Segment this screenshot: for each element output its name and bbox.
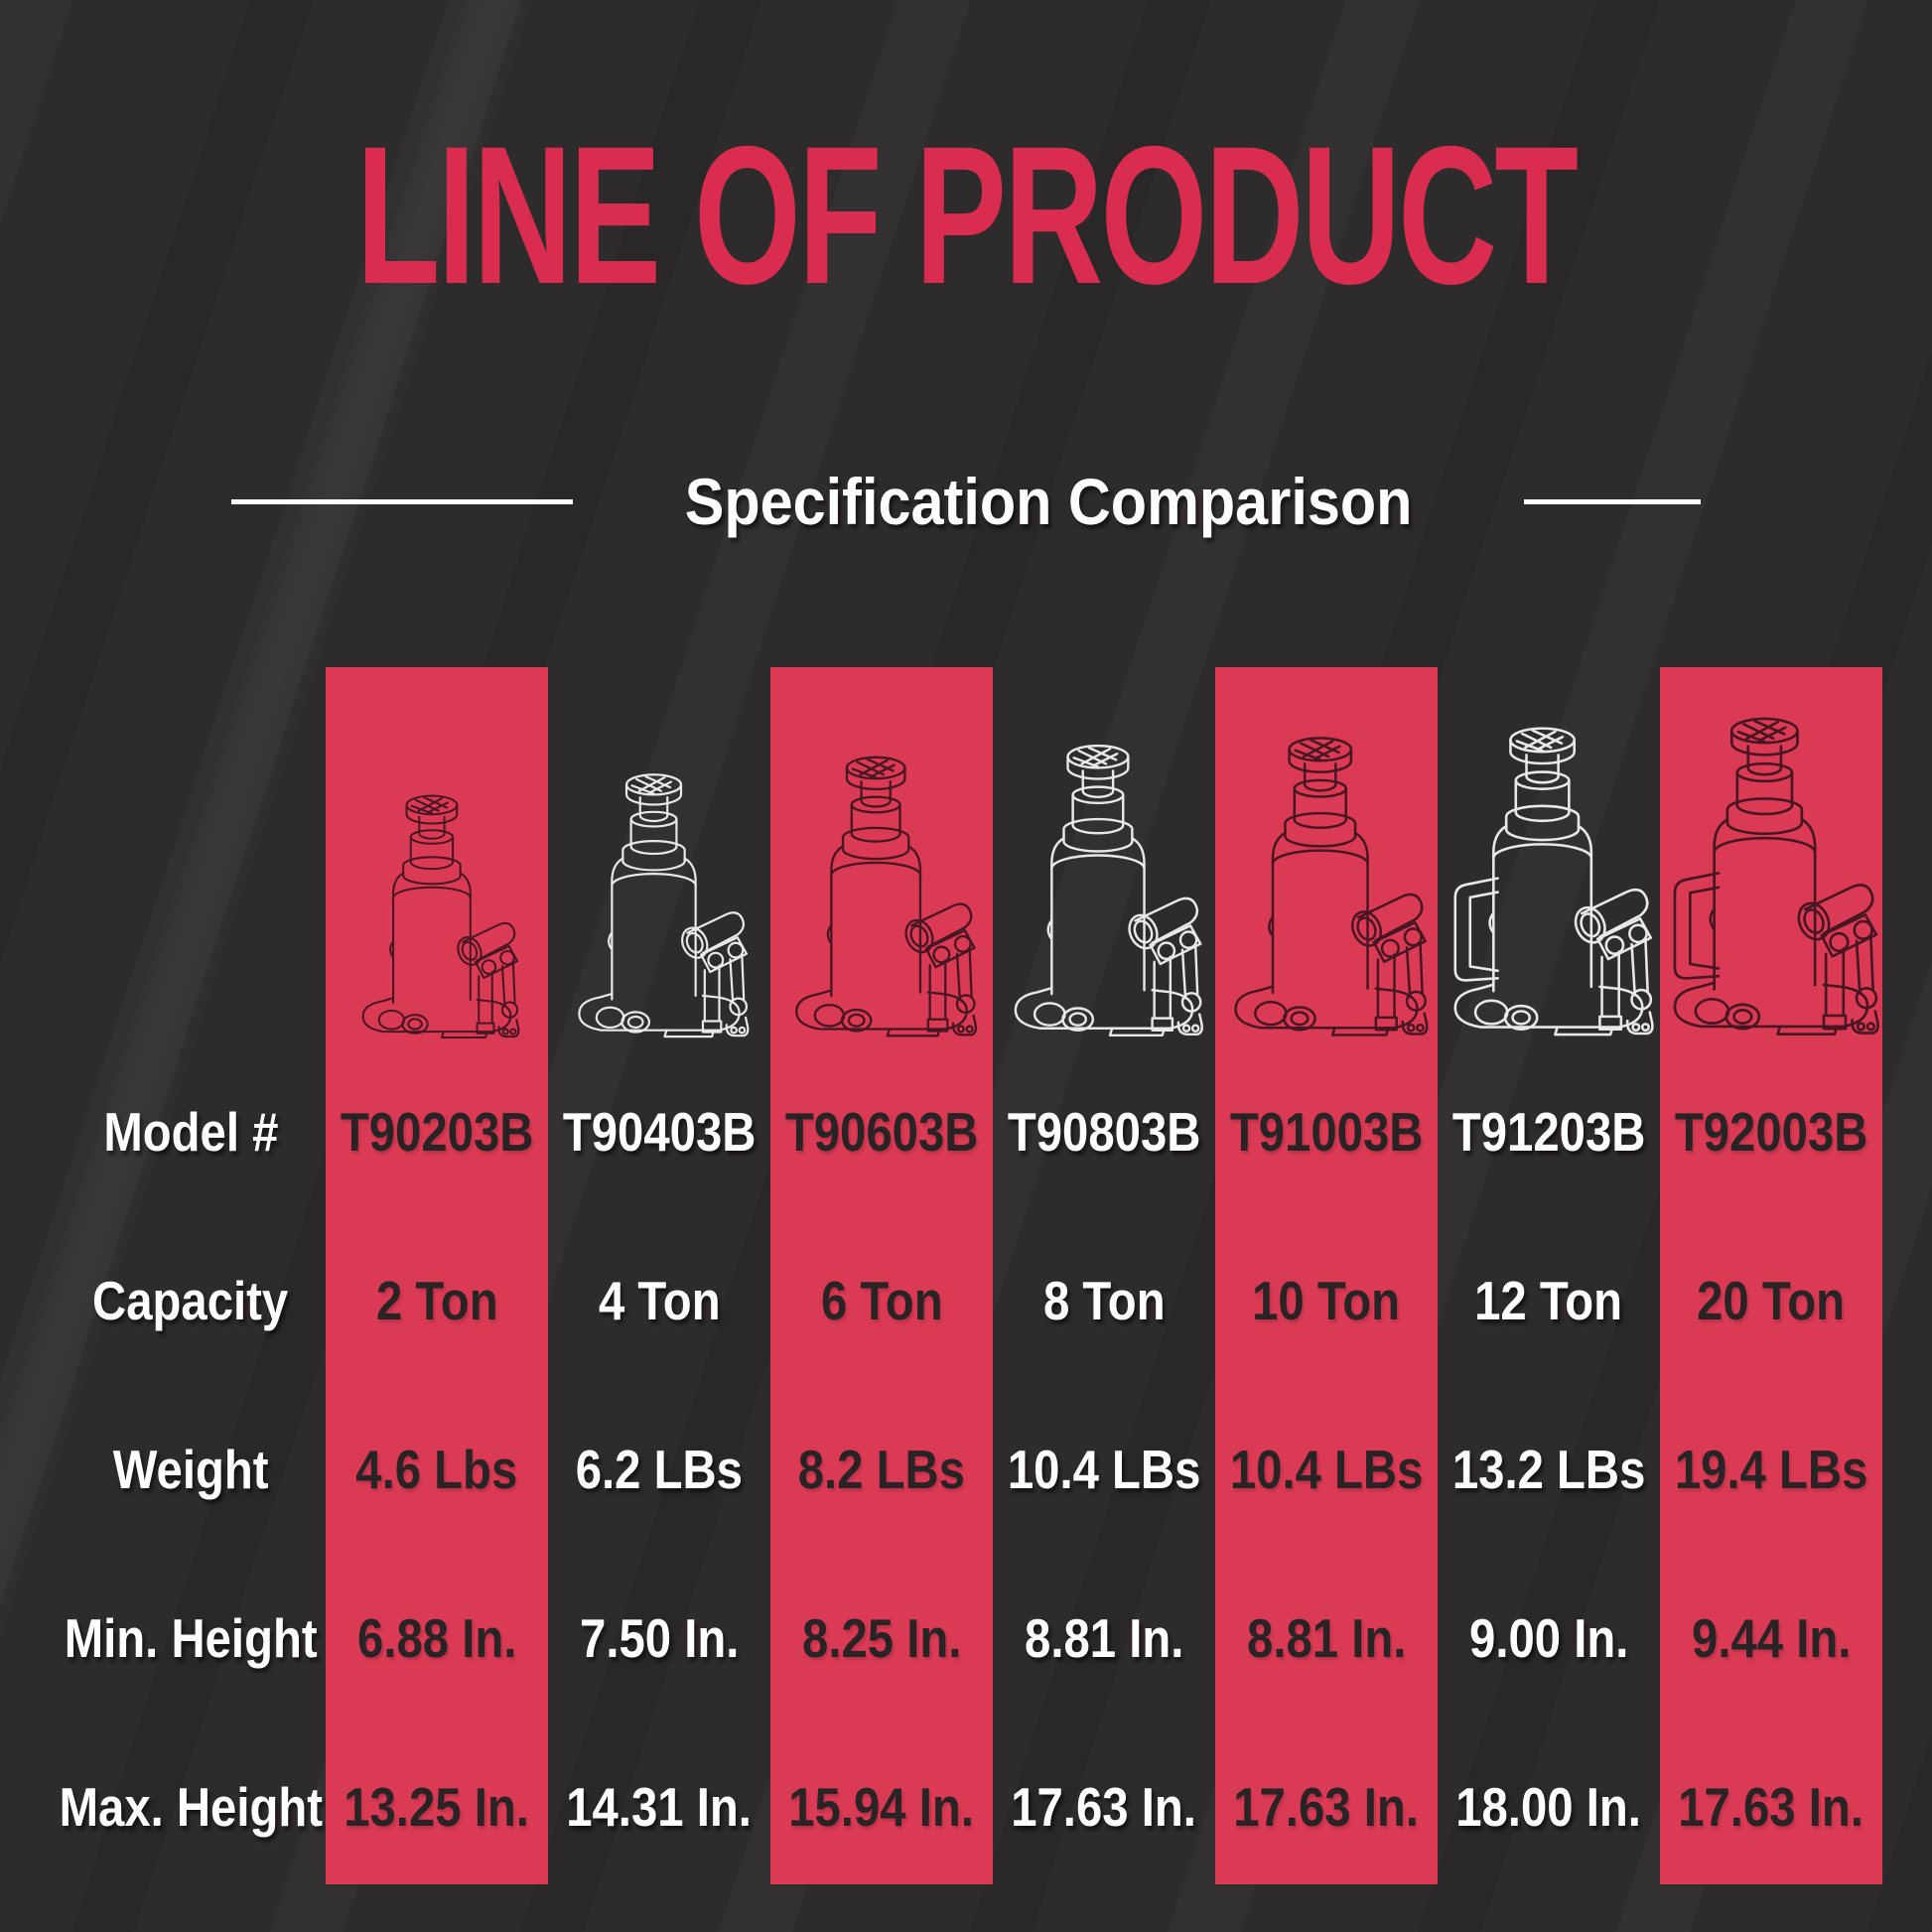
bottle-jack-icon xyxy=(361,794,520,1039)
min-height-value: 8.81 In. xyxy=(1024,1607,1184,1669)
weight-value: 6.2 LBs xyxy=(575,1439,744,1500)
bottle-jack-icon xyxy=(1234,737,1429,1036)
bottle-jack-icon xyxy=(1673,717,1879,1035)
weight-value: 8.2 LBs xyxy=(797,1439,966,1500)
min-height-value: 6.88 In. xyxy=(356,1607,517,1669)
model-value: T91203B xyxy=(1451,1101,1646,1163)
model-value: T90603B xyxy=(784,1101,979,1163)
weight-value: 4.6 Lbs xyxy=(355,1439,518,1500)
product-column-t90603b: T90603B 6 Ton 8.2 LBs 8.25 In. 15.94 In. xyxy=(770,667,993,1884)
max-height-value: 13.25 In. xyxy=(344,1776,530,1838)
spec-comparison-table: Model # Capacity Weight Min. Height Max.… xyxy=(0,667,1932,1884)
max-height-value: 15.94 In. xyxy=(788,1776,975,1838)
max-height-value: 18.00 In. xyxy=(1455,1776,1642,1838)
max-height-value: 17.63 In. xyxy=(1233,1776,1420,1838)
min-height-value: 9.44 In. xyxy=(1691,1607,1852,1669)
max-height-value: 14.31 In. xyxy=(566,1776,753,1838)
capacity-value: 20 Ton xyxy=(1697,1270,1846,1331)
capacity-value: 8 Ton xyxy=(1042,1270,1166,1331)
max-height-value: 17.63 In. xyxy=(1011,1776,1197,1838)
capacity-value: 2 Ton xyxy=(375,1270,498,1331)
model-value: T91003B xyxy=(1229,1101,1424,1163)
model-value: T90803B xyxy=(1007,1101,1201,1163)
min-height-value: 8.81 In. xyxy=(1246,1607,1407,1669)
product-column-t91203b: T91203B 12 Ton 13.2 LBs 9.00 In. 18.00 I… xyxy=(1438,667,1660,1884)
page-title: LINE OF PRODUCT xyxy=(355,105,1579,325)
product-column-t92003b: T92003B 20 Ton 19.4 LBs 9.44 In. 17.63 I… xyxy=(1660,667,1882,1884)
product-column-t90203b: T90203B 2 Ton 4.6 Lbs 6.88 In. 13.25 In. xyxy=(326,667,548,1884)
subtitle-right-rule xyxy=(1524,498,1702,504)
weight-value: 19.4 LBs xyxy=(1674,1439,1868,1500)
capacity-value: 10 Ton xyxy=(1252,1270,1401,1331)
min-height-value: 8.25 In. xyxy=(801,1607,962,1669)
weight-value: 10.4 LBs xyxy=(1007,1439,1201,1500)
subtitle-left-rule xyxy=(230,498,573,504)
page-subtitle: Specification Comparison xyxy=(684,465,1413,538)
product-column-t90803b: T90803B 8 Ton 10.4 LBs 8.81 In. 17.63 In… xyxy=(993,667,1215,1884)
max-height-value: 17.63 In. xyxy=(1678,1776,1864,1838)
product-column-t90403b: T90403B 4 Ton 6.2 LBs 7.50 In. 14.31 In. xyxy=(548,667,770,1884)
weight-value: 10.4 LBs xyxy=(1229,1439,1424,1500)
bottle-jack-icon xyxy=(1014,744,1203,1037)
row-label-model: Model # xyxy=(102,1101,279,1163)
row-label-capacity: Capacity xyxy=(92,1270,289,1331)
row-label-column: Model # Capacity Weight Min. Height Max.… xyxy=(28,667,353,1884)
capacity-value: 4 Ton xyxy=(598,1270,721,1331)
min-height-value: 9.00 In. xyxy=(1468,1607,1629,1669)
min-height-value: 7.50 In. xyxy=(579,1607,740,1669)
bottle-jack-icon xyxy=(578,773,750,1038)
capacity-value: 12 Ton xyxy=(1474,1270,1623,1331)
model-value: T90203B xyxy=(340,1101,534,1163)
bottle-jack-icon xyxy=(1453,727,1654,1036)
row-label-weight: Weight xyxy=(112,1439,269,1500)
model-value: T90403B xyxy=(562,1101,757,1163)
capacity-value: 6 Ton xyxy=(820,1270,943,1331)
product-column-t91003b: T91003B 10 Ton 10.4 LBs 8.81 In. 17.63 I… xyxy=(1215,667,1438,1884)
row-label-min-height: Min. Height xyxy=(64,1607,318,1669)
model-value: T92003B xyxy=(1674,1101,1868,1163)
row-label-max-height: Max. Height xyxy=(59,1776,323,1838)
weight-value: 13.2 LBs xyxy=(1451,1439,1646,1500)
bottle-jack-icon xyxy=(795,756,978,1037)
